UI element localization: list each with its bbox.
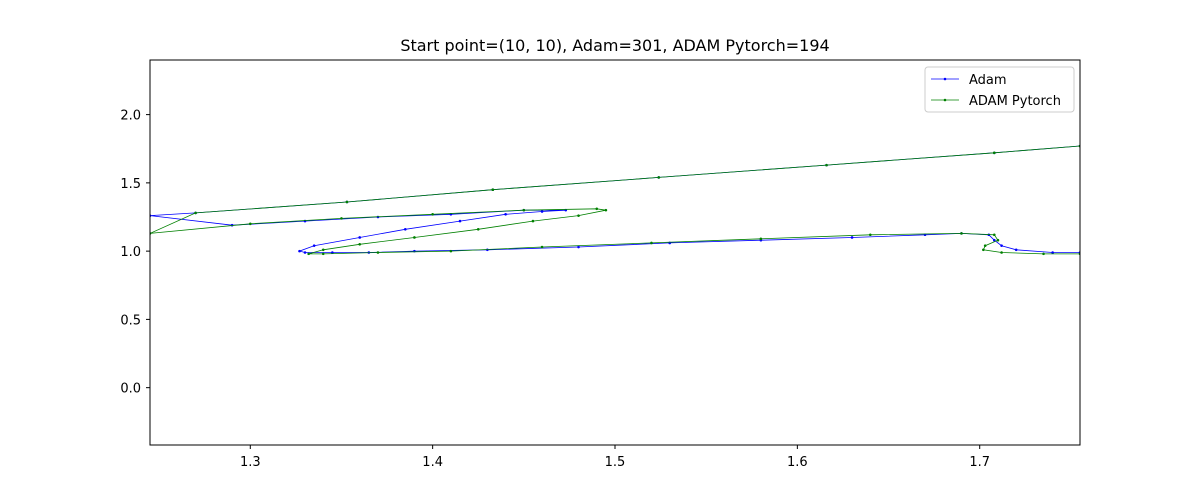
x-tick-label: 1.6 <box>787 455 808 470</box>
series-0-point <box>403 227 407 231</box>
legend-marker-0 <box>943 77 947 81</box>
series-1-point <box>248 222 252 226</box>
series-1-point <box>522 208 526 212</box>
series-1-point <box>595 207 599 211</box>
series-1-point <box>476 227 480 231</box>
series-1-point <box>868 233 872 237</box>
series-1-point <box>307 252 310 256</box>
series-0-point <box>1051 251 1054 254</box>
y-tick-label: 1.0 <box>120 245 141 260</box>
series-1-point <box>358 243 362 246</box>
series-1-point <box>577 214 580 217</box>
plot-area <box>150 144 1080 256</box>
axes-frame <box>149 59 1081 446</box>
x-tick-label: 1.4 <box>422 455 443 470</box>
series-1-point <box>1000 251 1003 254</box>
y-tick-label: 1.5 <box>120 177 141 192</box>
series-1-point <box>321 252 325 256</box>
x-tick-label: 1.3 <box>240 455 261 470</box>
x-tick-label: 1.5 <box>605 455 626 470</box>
series-1-point <box>982 248 985 252</box>
series-0-point <box>850 236 854 239</box>
series-1-point <box>992 151 996 155</box>
series-1-point <box>825 163 828 167</box>
y-tick-label: 0.5 <box>120 313 141 328</box>
series-1-point <box>345 200 349 204</box>
series-0-point <box>992 238 996 242</box>
series-0-point <box>1014 248 1018 252</box>
series-1-point <box>531 219 535 223</box>
legend-label-0: Adam <box>969 73 1007 88</box>
legend-marker-1 <box>943 98 947 102</box>
series-line-0 <box>150 145 1080 253</box>
legend-box <box>924 66 1075 113</box>
x-tick-label: 1.7 <box>969 455 990 470</box>
series-1-point <box>983 244 987 247</box>
series-0-point <box>331 251 334 254</box>
series-1-point <box>194 211 197 215</box>
series-1-point <box>413 236 416 239</box>
series-0-point <box>303 251 307 254</box>
series-1-point <box>431 212 434 216</box>
chart-title: Start point=(10, 10), Adam=301, ADAM Pyt… <box>400 36 829 55</box>
series-0-point <box>1000 244 1003 247</box>
series-0-point <box>458 219 462 223</box>
series-line-1 <box>150 145 1080 255</box>
series-1-point <box>960 232 963 235</box>
series-0-point <box>504 212 507 216</box>
y-tick-label: 0.0 <box>120 382 141 397</box>
series-1-point <box>491 188 495 191</box>
series-0-point <box>577 245 580 249</box>
series-1-point <box>657 176 661 179</box>
series-1-point <box>650 241 653 245</box>
axes: 1.3 1.4 1.5 1.6 1.7 0.0 0.5 1.0 1.5 2.0 <box>120 59 1081 470</box>
series-1-point <box>1042 252 1045 256</box>
series-1-point <box>540 245 544 249</box>
legend: Adam ADAM Pytorch <box>924 66 1075 113</box>
series-1-point <box>449 249 453 253</box>
legend-label-1: ADAM Pytorch <box>969 94 1061 109</box>
series-1-point <box>759 237 763 241</box>
series-0-point <box>298 249 301 253</box>
series-1-point <box>340 217 343 220</box>
series-1-point <box>376 251 380 254</box>
series-1-point <box>992 233 996 237</box>
y-tick-label: 2.0 <box>120 109 141 124</box>
series-0-point <box>540 210 544 213</box>
series-1-point <box>604 208 608 212</box>
series-1-point <box>996 238 1000 242</box>
series-1-point <box>321 248 325 252</box>
series-0-point <box>312 244 316 247</box>
series-0-point <box>358 236 362 239</box>
